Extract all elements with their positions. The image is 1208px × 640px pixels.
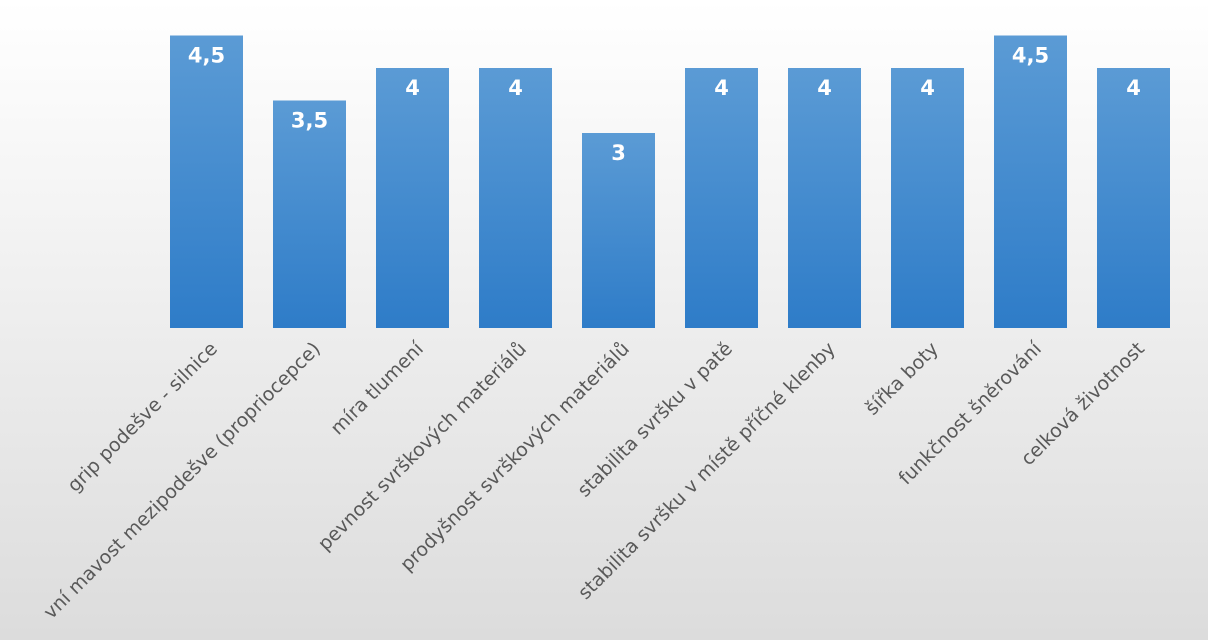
- bar-5: [582, 133, 655, 328]
- bar-10: [1097, 68, 1170, 328]
- value-label-10: 4: [1126, 76, 1141, 100]
- bars-group: [170, 35, 1170, 328]
- bar-6: [685, 68, 758, 328]
- bar-3: [376, 68, 449, 328]
- category-label-8: šířka boty: [861, 338, 943, 420]
- value-label-3: 4: [405, 76, 420, 100]
- value-label-7: 4: [817, 76, 832, 100]
- bar-7: [788, 68, 861, 328]
- bar-2: [273, 100, 346, 328]
- bar-1: [170, 35, 243, 328]
- value-label-6: 4: [714, 76, 729, 100]
- value-label-8: 4: [920, 76, 935, 100]
- bar-9: [994, 35, 1067, 328]
- value-label-9: 4,5: [1012, 44, 1049, 68]
- bar-4: [479, 68, 552, 328]
- bar-8: [891, 68, 964, 328]
- value-label-4: 4: [508, 76, 523, 100]
- category-label-5: prodyšnost svrškových materiálů: [396, 338, 634, 576]
- value-label-5: 3: [611, 141, 626, 165]
- value-labels-group: 4,5 3,5 4 4 3 4 4 4 4,5 4: [188, 44, 1141, 166]
- value-label-2: 3,5: [291, 109, 328, 133]
- category-label-3: míra tlumení: [326, 337, 428, 439]
- category-label-4: pevnost svrškových materiálů: [314, 338, 531, 555]
- value-label-1: 4,5: [188, 44, 225, 68]
